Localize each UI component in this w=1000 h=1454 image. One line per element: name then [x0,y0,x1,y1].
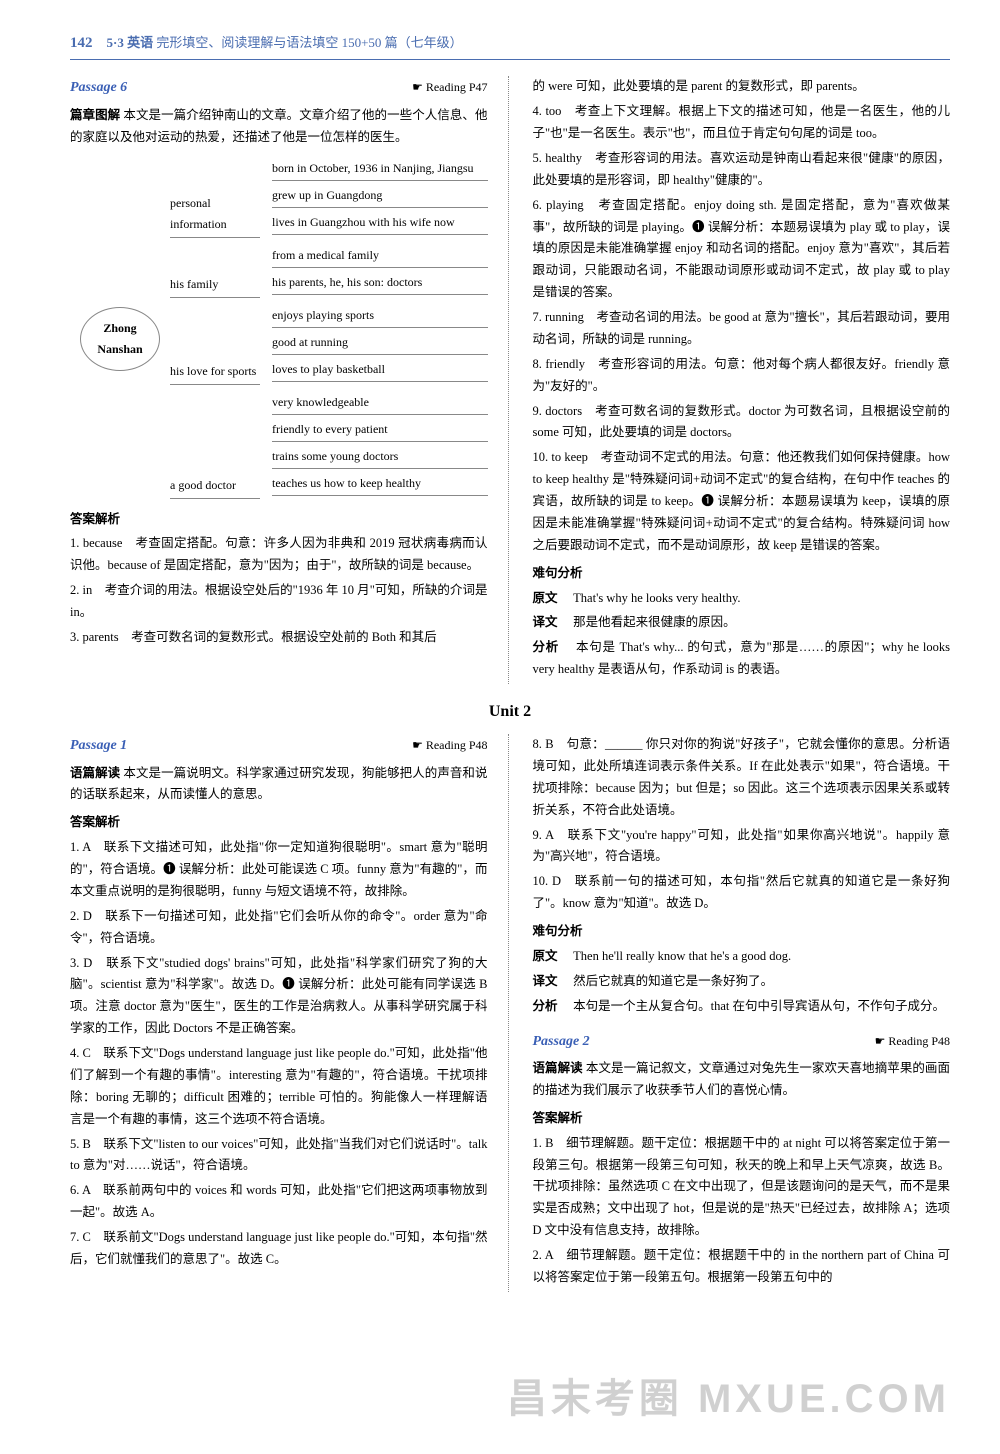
answer-item: 6. A 联系前两句中的 voices 和 words 可知，此处指"它们把这两… [70,1180,488,1224]
passage-1-answer-head: 答案解析 [70,812,488,834]
mindmap-leaves: from a medical family his parents, he, hi… [272,244,488,298]
p1-hard-trans: 译文 然后它就真的知道它是一条好狗了。 [533,971,951,993]
unit-2-right-col: 8. B 句意：______ 你只对你的狗说"好孩子"，它就会懂你的意思。分析语… [533,734,951,1292]
mindmap-leaf: lives in Guangzhou with his wife now [272,211,488,235]
hard-orig: 原文 That's why he looks very healthy. [533,588,951,610]
passage-6-title: Passage 6 [70,76,127,101]
answer-item: 5. healthy 考查形容词的用法。喜欢运动是钟南山看起来很"健康"的原因，… [533,148,951,192]
mindmap-branch-label: his love for sports [170,361,260,385]
answer-item: 5. B 联系下文"listen to our voices"可知，此处指"当我… [70,1134,488,1178]
mindmap-branch: personal information born in October, 193… [170,157,488,238]
answer-item: 8. friendly 考查形容词的用法。句意：他对每个病人都很友好。frien… [533,354,951,398]
unit-2-columns: Passage 1 Reading P48 语篇解读 本文是一篇说明文。科学家通… [70,734,950,1292]
answer-item: 9. doctors 考查可数名词的复数形式。doctor 为可数名词，且根据设… [533,401,951,445]
passage-1-header: Passage 1 Reading P48 [70,734,488,759]
passage-6-reading-ref: Reading P47 [412,77,487,98]
mindmap: Zhong Nanshan personal information born i… [80,157,488,499]
mindmap-leaf: from a medical family [272,244,488,268]
passage-1-reading-ref: Reading P48 [412,735,487,756]
hard-trans: 译文 那是他看起来很健康的原因。 [533,612,951,634]
answer-item: 2. A 细节理解题。题干定位：根据题干中的 in the northern p… [533,1245,951,1289]
mindmap-branch: his love for sports enjoys playing sports… [170,304,488,385]
mindmap-leaves: born in October, 1936 in Nanjing, Jiangs… [272,157,488,238]
passage-1-title: Passage 1 [70,734,127,759]
passage-2-header: Passage 2 Reading P48 [533,1030,951,1055]
passage-6-answer-head: 答案解析 [70,509,488,531]
passage-1-intro: 语篇解读 本文是一篇说明文。科学家通过研究发现，狗能够把人的声音和说的话联系起来… [70,763,488,807]
mindmap-branch: a good doctor very knowledgeable friendly … [170,391,488,499]
mindmap-leaves: enjoys playing sports good at running love… [272,304,488,385]
answer-item: 4. too 考查上下文理解。根据上下文的描述可知，他是一名医生，他的儿子"也"… [533,101,951,145]
answer-item: 6. playing 考查固定搭配。enjoy doing sth. 是固定搭配… [533,195,951,304]
passage-6-intro: 篇章图解 本文是一篇介绍钟南山的文章。文章介绍了他的一些个人信息、他的家庭以及他… [70,105,488,149]
page-number: 142 [70,30,93,56]
mindmap-branch-label: personal information [170,193,260,238]
mindmap-leaf: teaches us how to keep healthy [272,472,488,496]
answer-item: 7. running 考查动名词的用法。be good at 意为"擅长"，其后… [533,307,951,351]
answer-item: 1. A 联系下文描述可知，此处指"你一定知道狗很聪明"。smart 意为"聪明… [70,837,488,903]
mindmap-leaf: friendly to every patient [272,418,488,442]
watermark: 昌末考圈 MXUE.COM [507,1364,950,1434]
passage-6-right-col: 的 were 可知，此处要填的是 parent 的复数形式，即 parents。… [533,76,951,684]
p1-hard-orig: 原文 Then he'll really know that he's a go… [533,946,951,968]
mindmap-leaves: very knowledgeable friendly to every pati… [272,391,488,499]
answer-item: 7. C 联系前文"Dogs understand language just … [70,1227,488,1271]
passage-2-intro: 语篇解读 本文是一篇记叙文，文章通过对兔先生一家欢天喜地摘苹果的画面的描述为我们… [533,1058,951,1102]
answer-item: 3. D 联系下文"studied dogs' brains"可知，此处指"科学… [70,953,488,1041]
passage-1-hardhead: 难句分析 [533,921,951,943]
unit-2-title: Unit 2 [70,698,950,726]
mindmap-leaf: born in October, 1936 in Nanjing, Jiangs… [272,157,488,181]
mindmap-leaf: trains some young doctors [272,445,488,469]
answer-item: 的 were 可知，此处要填的是 parent 的复数形式，即 parents。 [533,76,951,98]
mindmap-leaf: grew up in Guangdong [272,184,488,208]
passage-6-header: Passage 6 Reading P47 [70,76,488,101]
passage-2-reading-ref: Reading P48 [875,1031,950,1052]
page-header: 142 5·3 英语 完形填空、阅读理解与语法填空 150+50 篇（七年级） [70,30,950,60]
answer-item: 1. B 细节理解题。题干定位：根据题干中的 at night 可以将答案定位于… [533,1133,951,1242]
header-title: 5·3 英语 完形填空、阅读理解与语法填空 150+50 篇（七年级） [107,32,463,55]
mindmap-leaf: very knowledgeable [272,391,488,415]
answer-item: 4. C 联系下文"Dogs understand language just … [70,1043,488,1131]
mindmap-branch-label: a good doctor [170,475,260,499]
mindmap-branch: his family from a medical family his paren… [170,244,488,298]
answer-item: 8. B 句意：______ 你只对你的狗说"好孩子"，它就会懂你的意思。分析语… [533,734,951,822]
passage-6-hardhead: 难句分析 [533,563,951,585]
answer-item: 2. D 联系下一句描述可知，此处指"它们会听从你的命令"。order 意为"命… [70,906,488,950]
mindmap-leaf: loves to play basketball [272,358,488,382]
mindmap-leaf: his parents, he, his son: doctors [272,271,488,295]
passage-6-columns: Passage 6 Reading P47 篇章图解 本文是一篇介绍钟南山的文章… [70,76,950,684]
passage-2-answer-head: 答案解析 [533,1108,951,1130]
answer-item: 10. D 联系前一句的描述可知，本句指"然后它就真的知道它是一条好狗了"。kn… [533,871,951,915]
unit-2-left-col: Passage 1 Reading P48 语篇解读 本文是一篇说明文。科学家通… [70,734,509,1292]
answer-item: 10. to keep 考查动词不定式的用法。句意：他还教我们如何保持健康。ho… [533,447,951,556]
mindmap-leaf: enjoys playing sports [272,304,488,328]
answer-item: 9. A 联系下文"you're happy"可知，此处指"如果你高兴地说"。h… [533,825,951,869]
mindmap-center: Zhong Nanshan [80,307,160,371]
answer-item: 3. parents 考查可数名词的复数形式。根据设空处前的 Both 和其后 [70,627,488,649]
mindmap-branch-label: his family [170,274,260,298]
hard-ana: 分析 本句是 That's why... 的句式，意为"那是……的原因"；why… [533,637,951,681]
answer-item: 1. because 考查固定搭配。句意：许多人因为非典和 2019 冠状病毒病… [70,533,488,577]
passage-2-title: Passage 2 [533,1030,590,1055]
answer-item: 2. in 考查介词的用法。根据设空处后的"1936 年 10 月"可知，所缺的… [70,580,488,624]
mindmap-leaf: good at running [272,331,488,355]
passage-6-left-col: Passage 6 Reading P47 篇章图解 本文是一篇介绍钟南山的文章… [70,76,509,684]
p1-hard-ana: 分析 本句是一个主从复合句。that 在句中引导宾语从句，不作句子成分。 [533,996,951,1018]
